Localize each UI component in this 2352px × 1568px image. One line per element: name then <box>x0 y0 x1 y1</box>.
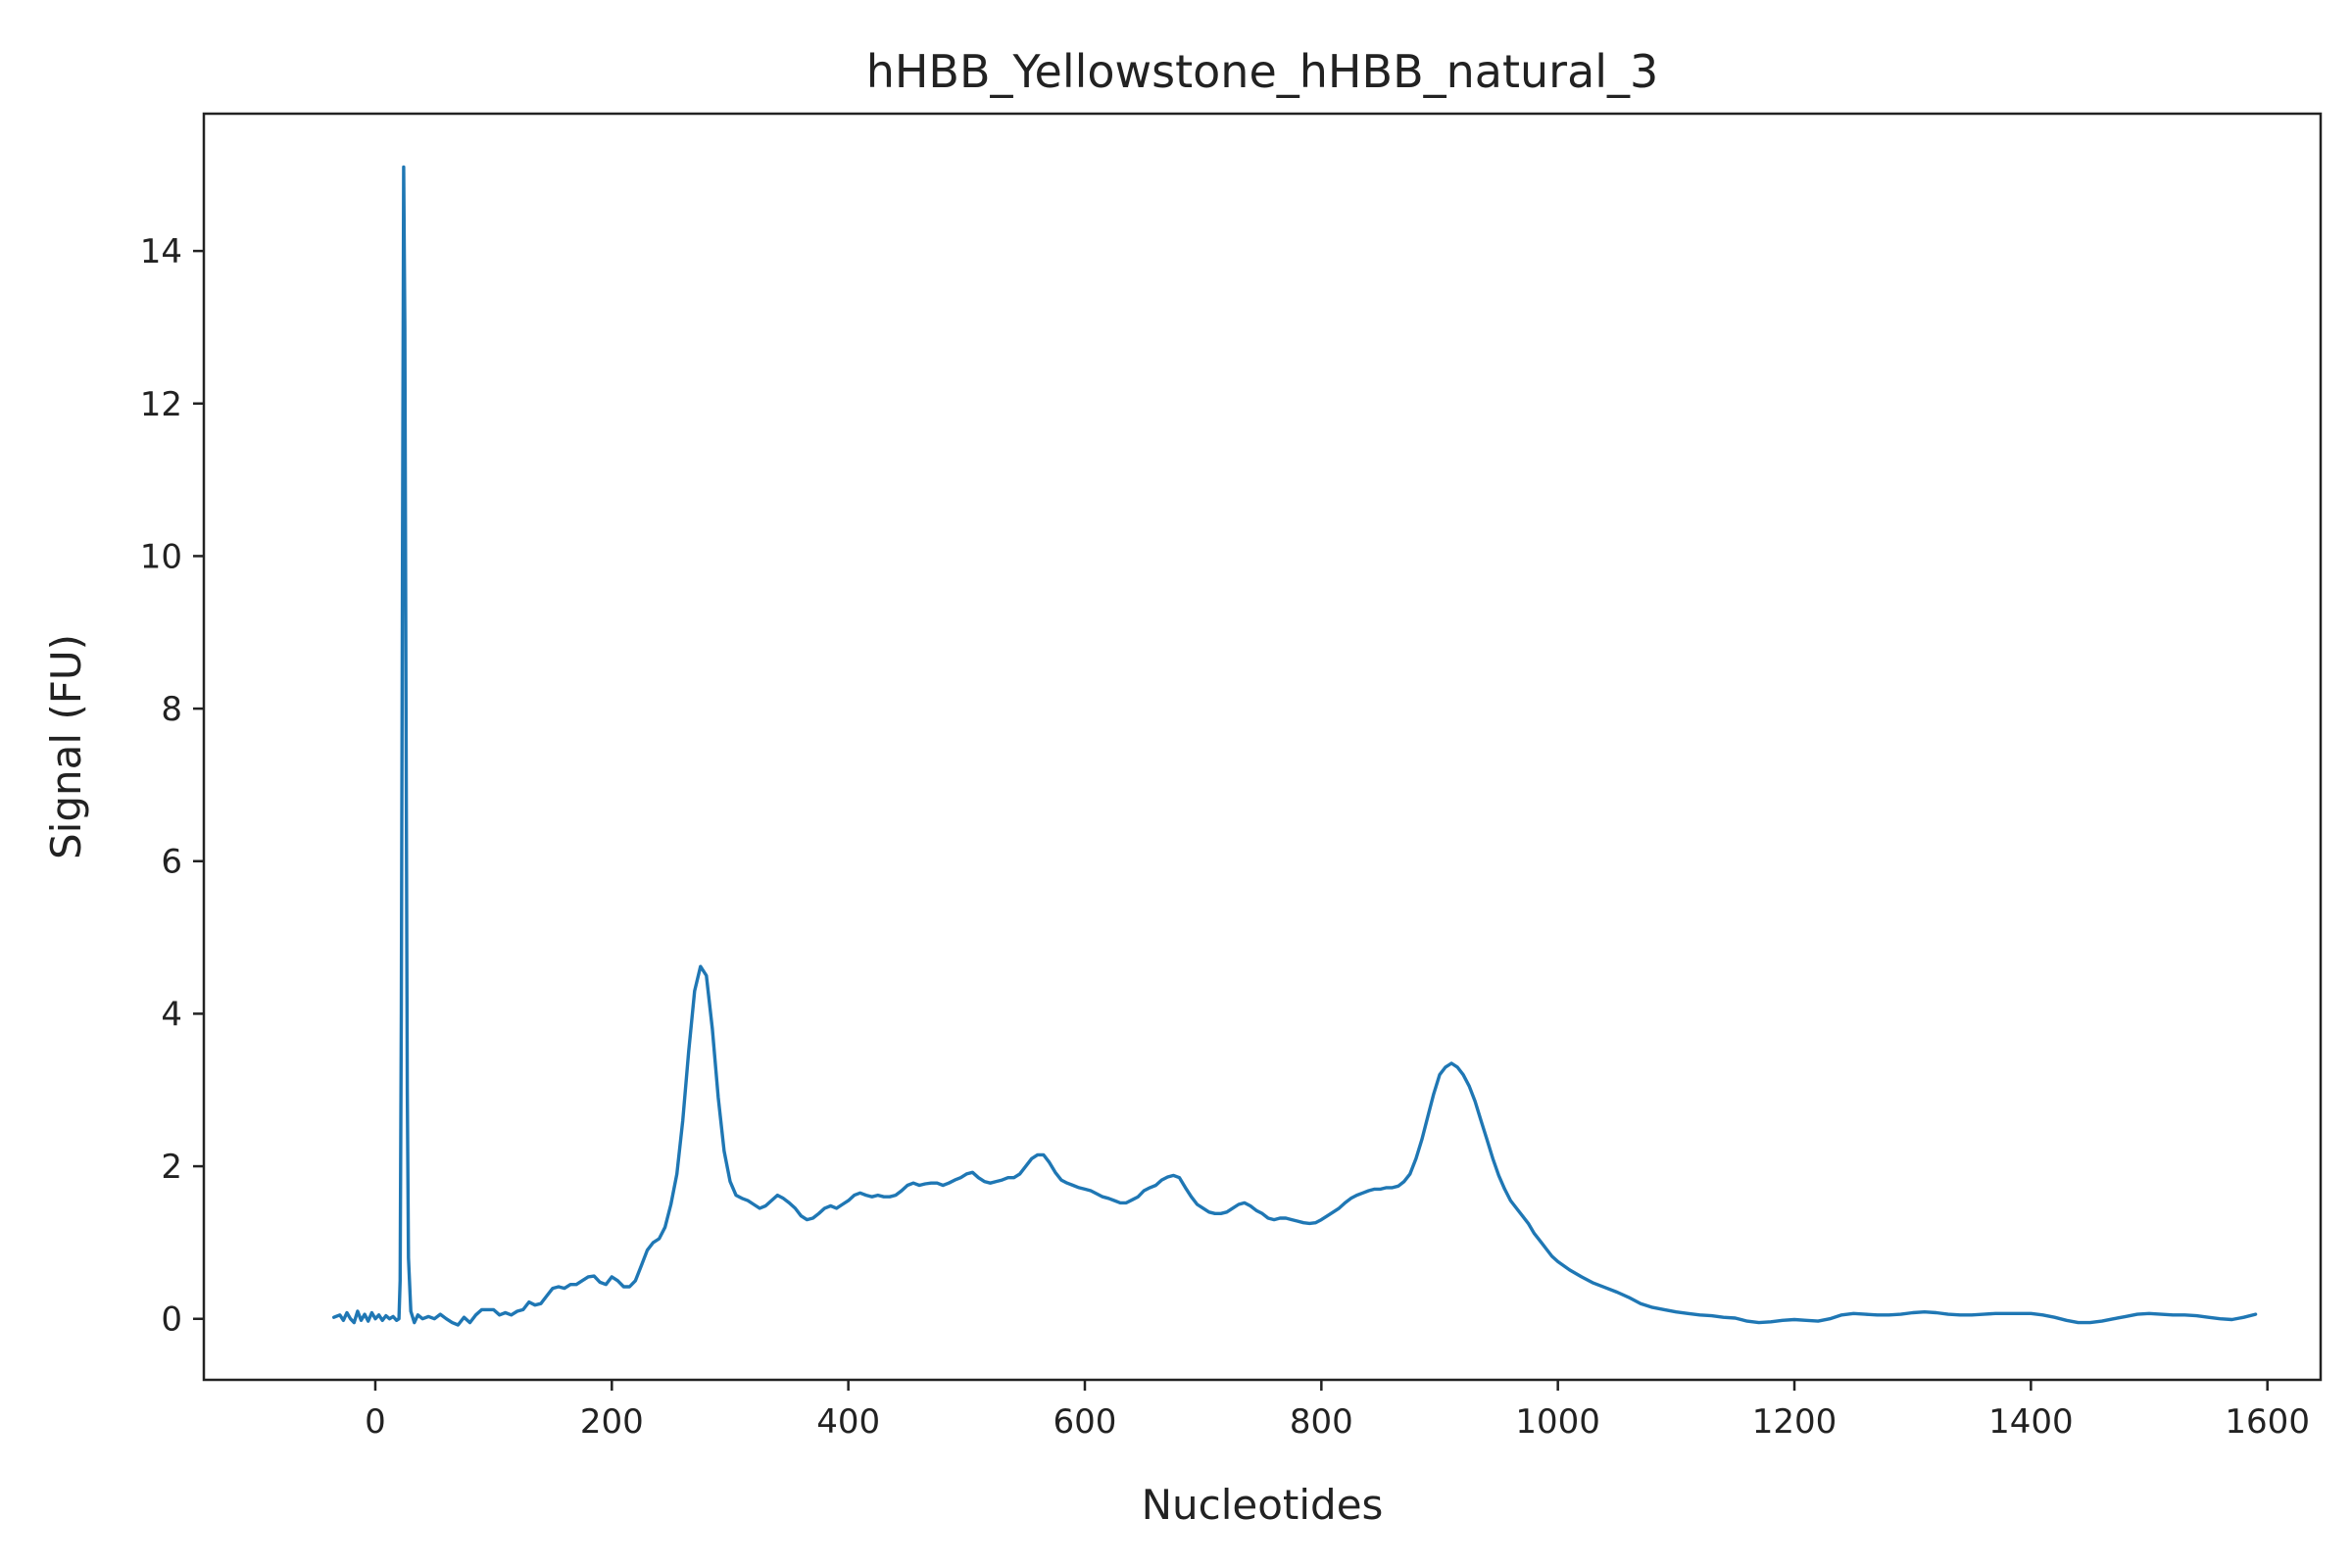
x-tick-label: 800 <box>1290 1402 1353 1442</box>
y-tick-label: 12 <box>140 385 182 424</box>
x-tick-label: 400 <box>816 1402 880 1442</box>
x-tick-label: 600 <box>1054 1402 1117 1442</box>
y-tick-label: 8 <box>161 690 182 729</box>
x-tick-label: 1000 <box>1515 1402 1600 1442</box>
x-axis-label: Nucleotides <box>1142 1481 1384 1529</box>
y-axis: 0 2 4 6 8 10 12 14 <box>140 232 204 1340</box>
x-axis: 0 200 400 600 800 1000 1200 1400 1600 <box>365 1380 2310 1442</box>
x-tick-label: 1200 <box>1752 1402 1838 1442</box>
y-tick-label: 10 <box>140 537 182 576</box>
chart-title: hHBB_Yellowstone_hHBB_natural_3 <box>866 45 1659 98</box>
y-tick-label: 14 <box>140 232 182 271</box>
x-tick-label: 1600 <box>2225 1402 2310 1442</box>
x-tick-label: 1400 <box>1988 1402 2074 1442</box>
y-tick-label: 6 <box>161 843 182 882</box>
signal-series-line <box>332 165 2258 1327</box>
y-tick-label: 0 <box>161 1300 182 1340</box>
y-tick-label: 2 <box>161 1148 182 1187</box>
y-tick-label: 4 <box>161 995 182 1034</box>
y-axis-label: Signal (FU) <box>42 634 90 859</box>
x-tick-label: 200 <box>580 1402 644 1442</box>
plot-area-frame <box>202 112 2323 1382</box>
x-tick-label: 0 <box>365 1402 386 1442</box>
